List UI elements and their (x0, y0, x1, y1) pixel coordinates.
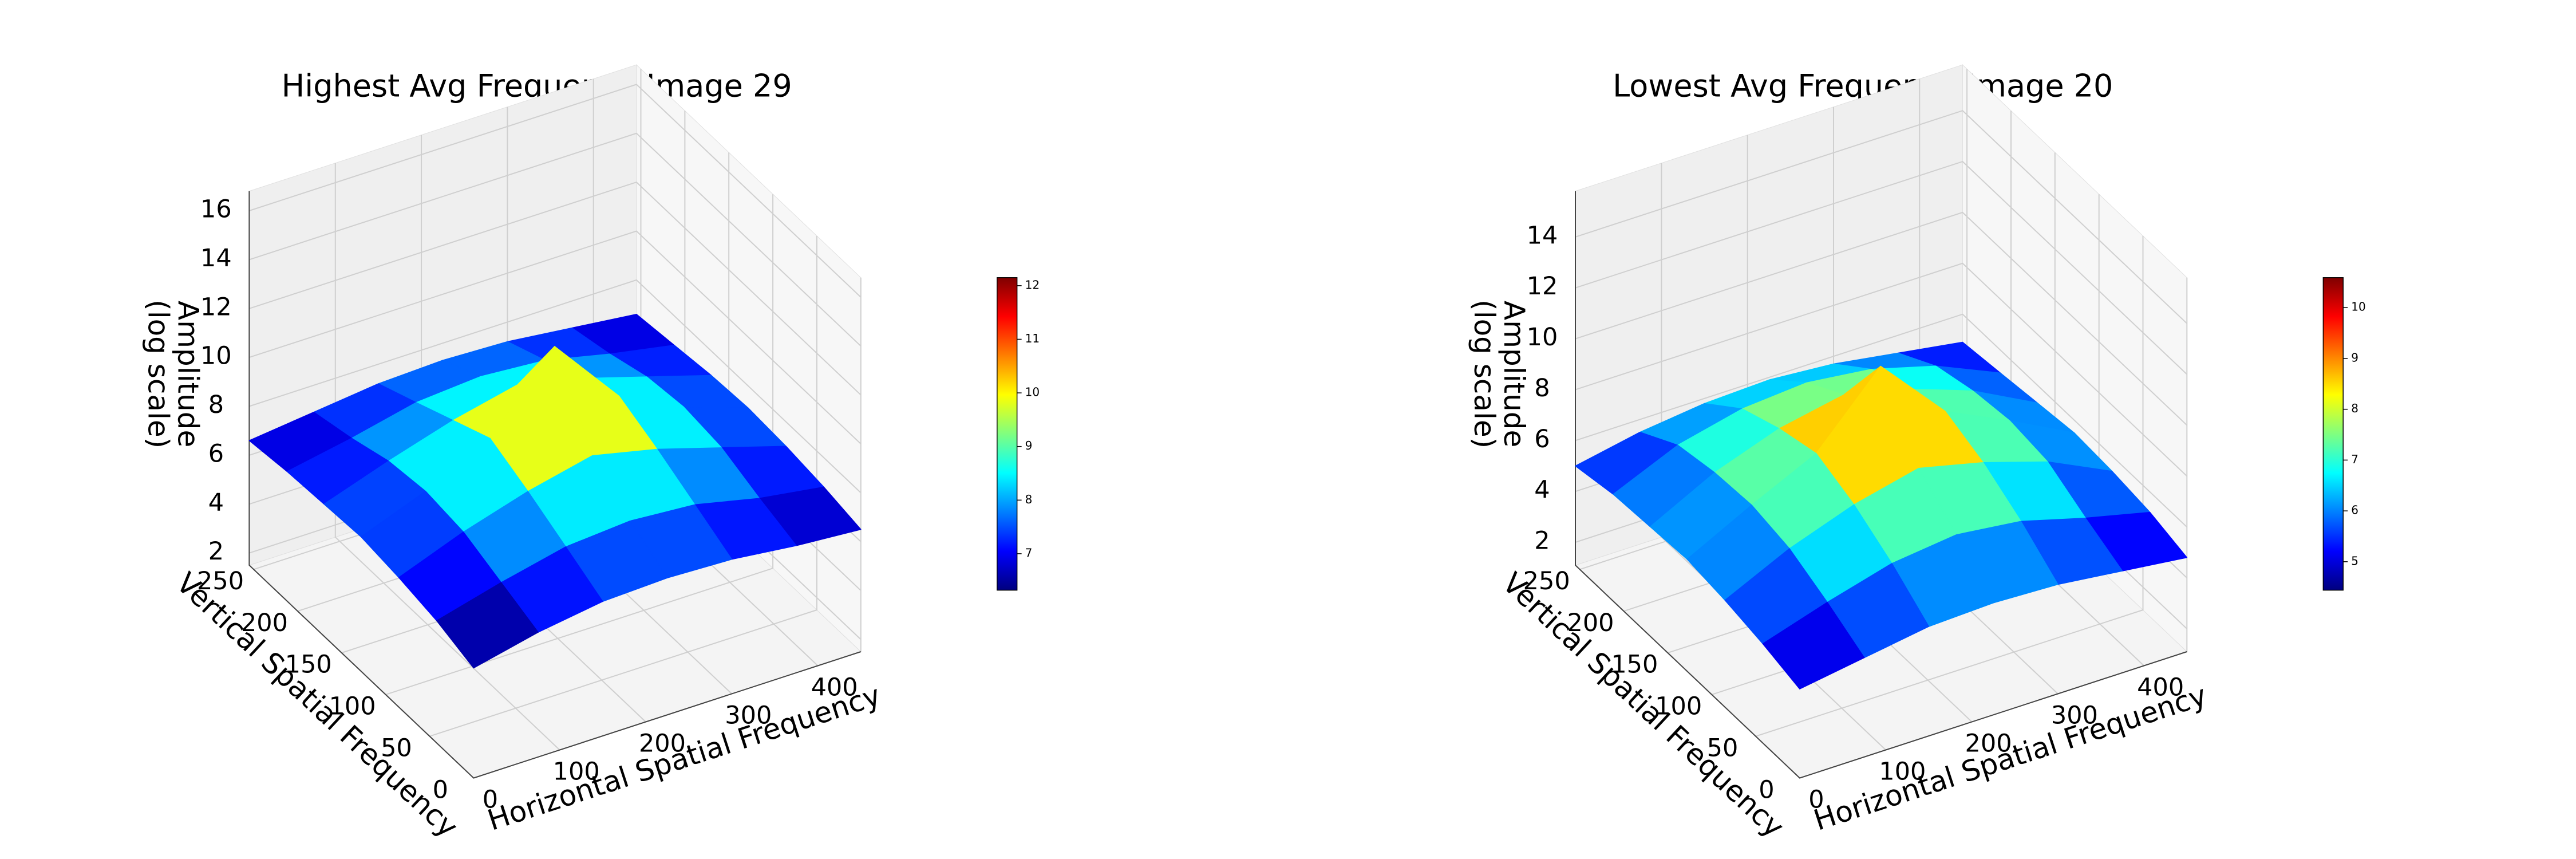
axis-edge (1575, 191, 2187, 779)
x-tick-label: 200 (1965, 730, 2012, 758)
z-tick-label: 2 (1534, 527, 1550, 555)
x-tick-label: 400 (811, 673, 858, 702)
colorbar (997, 277, 1018, 591)
surface-cell (1762, 602, 1865, 689)
z-grid-line (1575, 211, 2187, 426)
x-tick-label: 200 (639, 730, 686, 758)
y-tick-label: 200 (241, 609, 288, 637)
x-tick-label: 100 (1879, 758, 1926, 786)
colorbar-tick-label: 9 (1025, 439, 1033, 452)
z-tick-label: 6 (1534, 425, 1550, 454)
z-tick-label: 14 (200, 244, 232, 273)
y-tick-label: 250 (197, 567, 244, 596)
z-grid-line (1575, 110, 2187, 324)
z-tick-label: 8 (208, 391, 224, 419)
z-grid-line (1575, 262, 2187, 477)
colorbar-tick-label: 5 (2351, 554, 2358, 568)
y-grid-line (385, 194, 774, 695)
colorbar-tick-label: 11 (1025, 332, 1040, 345)
colorbar-tick-label: 8 (1025, 492, 1033, 506)
z-tick-label: 12 (1527, 272, 1558, 301)
surface-cell (436, 582, 539, 669)
z-tick-label: 14 (1527, 221, 1558, 250)
x-tick-label: 0 (1808, 786, 1824, 814)
z-grid-line (1575, 313, 2187, 528)
z-tick-label: 16 (200, 195, 232, 223)
y-grid-line (1755, 235, 2144, 737)
colorbar-tick-label: 12 (1025, 278, 1040, 291)
x-tick-label: 100 (553, 758, 600, 786)
x-tick-label: 0 (483, 786, 498, 814)
z-grid-line (249, 279, 862, 494)
y-tick-label: 150 (1611, 651, 1658, 679)
y-tick-label: 250 (1523, 567, 1570, 596)
z-grid-line (249, 181, 862, 396)
z-grid-line (249, 132, 862, 347)
z-tick-label: 8 (1534, 374, 1550, 403)
z-axis-label: (log scale) (141, 300, 175, 448)
x-tick-label: 400 (2137, 673, 2184, 702)
colorbar-tick-label: 8 (2351, 401, 2358, 415)
z-tick-label: 4 (1534, 476, 1550, 505)
z-tick-label: 4 (208, 488, 224, 517)
axis-edge (248, 191, 862, 779)
z-grid-line (1575, 160, 2187, 375)
colorbar (2322, 277, 2344, 591)
z-tick-label: 10 (200, 342, 232, 371)
y-tick-label: 50 (381, 734, 412, 762)
y-tick-label: 100 (1655, 692, 1702, 721)
y-tick-label: 100 (329, 692, 376, 721)
x-tick-label: 300 (725, 702, 772, 730)
y-grid-line (429, 235, 817, 737)
z-grid-line (249, 84, 862, 298)
x-tick-label: 300 (2051, 702, 2098, 730)
x-grid-line (334, 163, 560, 751)
colorbar-tick-label: 10 (2351, 300, 2365, 314)
colorbar-tick-label: 6 (2351, 503, 2358, 517)
z-tick-label: 10 (1527, 323, 1558, 352)
colorbar-tick-label: 10 (1025, 385, 1040, 399)
z-axis-label: Amplitude (1498, 301, 1531, 447)
z-grid-line (249, 230, 862, 444)
colorbar-tick-label: 9 (2351, 350, 2358, 364)
y-tick-label: 150 (285, 651, 332, 679)
z-axis-label: Amplitude (172, 301, 205, 447)
y-tick-label: 0 (433, 775, 448, 804)
y-tick-label: 0 (1759, 775, 1774, 804)
colorbar-tick-label: 7 (1025, 546, 1033, 559)
z-tick-label: 12 (200, 293, 232, 321)
colorbar-tick-label: 7 (2351, 452, 2358, 466)
z-tick-label: 2 (208, 537, 224, 566)
y-tick-label: 200 (1567, 609, 1614, 637)
z-axis-label: (log scale) (1468, 300, 1501, 448)
z-tick-label: 6 (208, 439, 224, 468)
y-tick-label: 50 (1707, 734, 1739, 762)
